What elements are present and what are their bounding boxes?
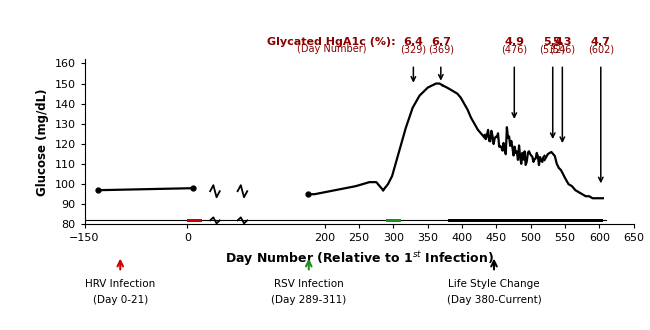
Text: 6.7: 6.7 — [431, 37, 450, 47]
Text: (532): (532) — [540, 44, 566, 54]
Text: (Day Number): (Day Number) — [297, 44, 367, 54]
Text: (546): (546) — [549, 44, 575, 54]
Bar — [448, 218, 603, 222]
X-axis label: Day Number (Relative to 1$^{st}$ Infection): Day Number (Relative to 1$^{st}$ Infecti… — [224, 249, 494, 268]
Text: 6.4: 6.4 — [404, 37, 423, 47]
Text: (476): (476) — [501, 44, 527, 54]
Text: Life Style Change: Life Style Change — [448, 279, 540, 289]
Text: 5.3: 5.3 — [552, 37, 572, 47]
Text: RSV Infection: RSV Infection — [274, 279, 344, 289]
Text: Glycated HgA1c (%):: Glycated HgA1c (%): — [267, 37, 396, 47]
Text: (329): (329) — [400, 44, 426, 54]
Text: 4.7: 4.7 — [591, 37, 611, 47]
Text: HRV Infection: HRV Infection — [85, 279, 155, 289]
Bar — [187, 218, 202, 222]
Text: (602): (602) — [588, 44, 614, 54]
Y-axis label: Glucose (mg/dL): Glucose (mg/dL) — [36, 88, 49, 196]
Text: (Day 289-311): (Day 289-311) — [271, 295, 346, 305]
Text: (Day 380-Current): (Day 380-Current) — [447, 295, 541, 305]
Text: (369): (369) — [428, 44, 454, 54]
Text: 5.4: 5.4 — [543, 37, 563, 47]
Text: 4.9: 4.9 — [504, 37, 525, 47]
Bar — [386, 218, 401, 222]
Text: (Day 0-21): (Day 0-21) — [92, 295, 148, 305]
